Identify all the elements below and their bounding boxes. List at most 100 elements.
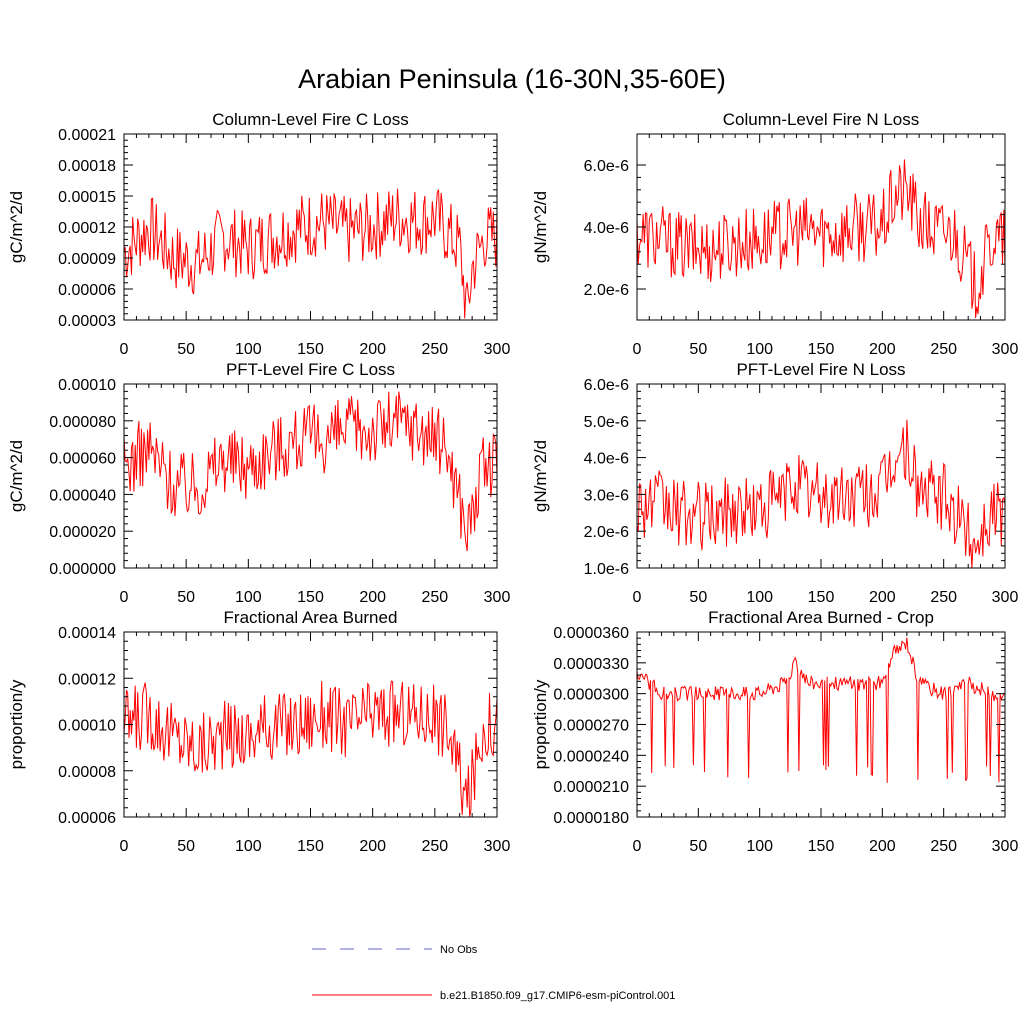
y-tick-label: 0.00014	[58, 625, 116, 642]
y-tick-label: 0.00006	[58, 810, 116, 827]
y-tick-label: 5.0e-6	[584, 414, 629, 431]
x-tick-label: 150	[297, 341, 324, 358]
panels: 0 50 100 150 200 250 300 0.00003 0.00006 0.00009 0…	[7, 110, 1018, 855]
x-tick-label: 0	[120, 838, 129, 855]
x-tick-label: 300	[992, 838, 1019, 855]
x-tick-label: 0	[120, 341, 129, 358]
y-tick-label: 2.0e-6	[584, 282, 629, 299]
x-tick-label: 0	[633, 589, 642, 606]
y-tick-label: 0.000060	[49, 451, 116, 468]
y-tick-label: 0.00012	[58, 671, 116, 688]
legend-model-label: b.e21.B1850.f09_g17.CMIP6-esm-piControl.…	[440, 990, 675, 1002]
y-tick-label: 0.00012	[58, 220, 116, 237]
panel-title: PFT-Level Fire N Loss	[736, 360, 905, 379]
x-tick-label: 50	[689, 341, 707, 358]
y-tick-label: 0.00021	[58, 127, 116, 144]
x-tick-label: 50	[177, 341, 195, 358]
x-tick-label: 50	[177, 589, 195, 606]
x-tick-label: 250	[421, 838, 448, 855]
x-tick-label: 100	[235, 838, 262, 855]
x-tick-label: 100	[746, 341, 773, 358]
x-tick-label: 150	[297, 589, 324, 606]
y-tick-label: 0.000040	[49, 487, 116, 504]
x-tick-label: 50	[689, 589, 707, 606]
panel-2: 0 50 100 150 200 250 300 2.0e-6 4.0e-6 6.0e-6 Colu…	[531, 110, 1018, 358]
x-tick-label: 250	[930, 589, 957, 606]
panel-title: Column-Level Fire N Loss	[723, 110, 920, 129]
plot-frame	[123, 133, 498, 321]
y-tick-label: 0.00009	[58, 251, 116, 268]
x-tick-label: 150	[808, 341, 835, 358]
series-line	[123, 391, 498, 552]
y-tick-label: 0.0000180	[553, 810, 629, 827]
panel-6: 0 50 100 150 200 250 300 0.0000180 0.0000210 0.00…	[531, 608, 1018, 855]
y-tick-label: 0.0000210	[553, 779, 629, 796]
y-tick-label: 0.0000330	[553, 656, 629, 673]
series-line	[636, 419, 1006, 569]
y-tick-label: 0.00008	[58, 764, 116, 781]
y-tick-label: 3.0e-6	[584, 487, 629, 504]
series-line	[636, 159, 1006, 319]
x-tick-label: 200	[869, 838, 896, 855]
legend-no-obs-label: No Obs	[440, 944, 478, 956]
x-tick-label: 300	[484, 589, 511, 606]
x-tick-label: 200	[359, 589, 386, 606]
x-tick-label: 100	[235, 589, 262, 606]
x-tick-label: 100	[746, 838, 773, 855]
panel-5: 0 50 100 150 200 250 300 0.00006 0.00008 0.00010 0…	[7, 608, 510, 855]
x-tick-label: 300	[484, 838, 511, 855]
panel-title: Column-Level Fire C Loss	[212, 110, 409, 129]
y-tick-label: 0.0000360	[553, 625, 629, 642]
x-tick-label: 300	[484, 341, 511, 358]
x-tick-label: 250	[421, 589, 448, 606]
series-line	[636, 637, 1006, 783]
x-tick-label: 300	[992, 341, 1019, 358]
x-tick-label: 150	[297, 838, 324, 855]
y-axis-label: gC/m^2/d	[7, 191, 26, 263]
x-tick-label: 0	[120, 589, 129, 606]
x-tick-label: 150	[808, 589, 835, 606]
y-tick-label: 0.000020	[49, 524, 116, 541]
x-tick-label: 100	[746, 589, 773, 606]
y-axis-label: gN/m^2/d	[531, 191, 550, 263]
y-tick-label: 2.0e-6	[584, 524, 629, 541]
panel-title: Fractional Area Burned - Crop	[708, 608, 934, 627]
figure-title: Arabian Peninsula (16-30N,35-60E)	[298, 64, 726, 94]
panel-4: 0 50 100 150 200 250 300 1.0e-6 2.0e-6 3.0e-6 4.0e…	[531, 360, 1018, 606]
x-tick-label: 200	[869, 589, 896, 606]
y-tick-label: 0.00015	[58, 189, 116, 206]
x-tick-label: 150	[808, 838, 835, 855]
y-tick-label: 0.000080	[49, 414, 116, 431]
panel-1: 0 50 100 150 200 250 300 0.00003 0.00006 0.00009 0…	[7, 110, 510, 358]
y-tick-label: 6.0e-6	[584, 158, 629, 175]
x-tick-label: 250	[421, 341, 448, 358]
x-tick-label: 50	[177, 838, 195, 855]
y-tick-label: 0.00018	[58, 158, 116, 175]
y-tick-label: 0.00006	[58, 282, 116, 299]
x-tick-label: 0	[633, 838, 642, 855]
y-axis-label: gC/m^2/d	[7, 440, 26, 512]
y-tick-label: 4.0e-6	[584, 220, 629, 237]
plot-frame	[636, 383, 1006, 569]
y-tick-label: 0.0000240	[553, 748, 629, 765]
x-tick-label: 50	[689, 838, 707, 855]
series-line	[123, 680, 498, 817]
x-tick-label: 200	[869, 341, 896, 358]
y-tick-label: 0.00003	[58, 313, 116, 330]
x-tick-label: 300	[992, 589, 1019, 606]
y-tick-label: 6.0e-6	[584, 377, 629, 394]
y-tick-label: 0.0000300	[553, 687, 629, 704]
x-tick-label: 100	[235, 341, 262, 358]
y-axis-label: gN/m^2/d	[531, 440, 550, 512]
x-tick-label: 250	[930, 341, 957, 358]
x-tick-label: 250	[930, 838, 957, 855]
legend: No Obs b.e21.B1850.f09_g17.CMIP6-esm-piC…	[312, 944, 675, 1002]
y-tick-label: 0.0000270	[553, 718, 629, 735]
series-line	[123, 188, 498, 319]
x-tick-label: 200	[359, 838, 386, 855]
y-tick-label: 4.0e-6	[584, 451, 629, 468]
panel-title: Fractional Area Burned	[224, 608, 398, 627]
plot-frame	[123, 631, 498, 818]
panel-title: PFT-Level Fire C Loss	[226, 360, 395, 379]
